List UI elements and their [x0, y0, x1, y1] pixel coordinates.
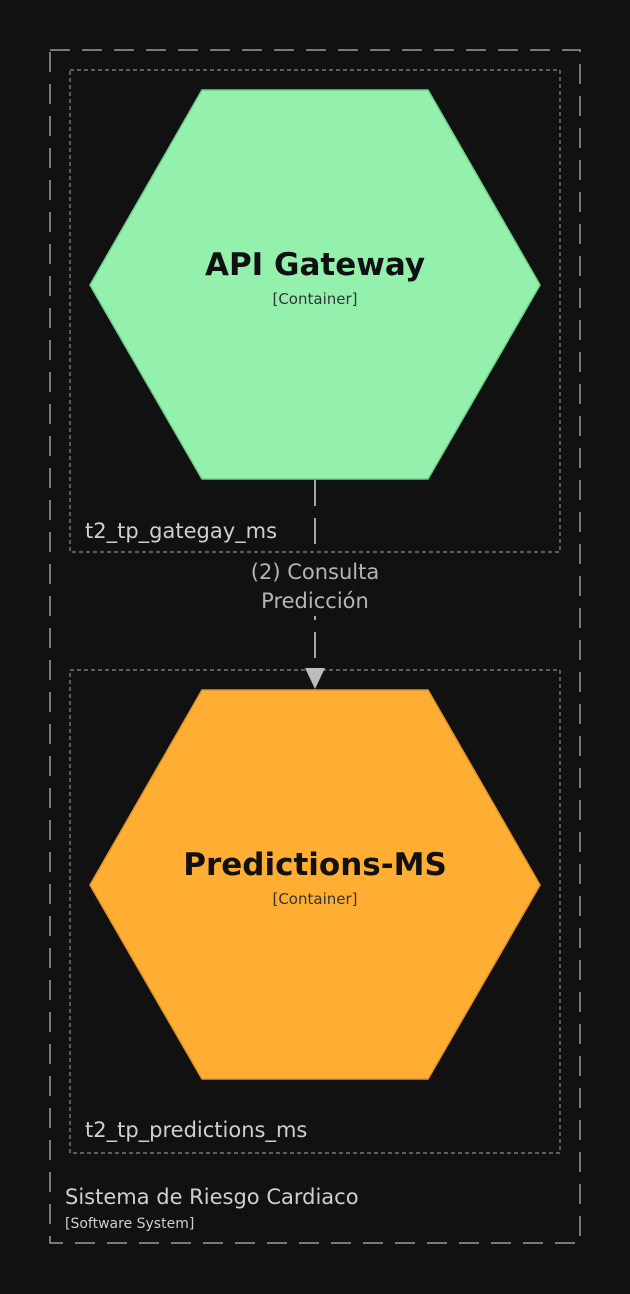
relationship-label-line1: (2) Consulta — [251, 560, 379, 584]
group-boundary-gateway — [69, 69, 561, 553]
api-gateway-type: [Container] — [272, 290, 357, 308]
relationship-label-line2: Predicción — [261, 589, 369, 613]
predictions-ms-container[interactable] — [89, 689, 541, 1080]
predictions-ms-type: [Container] — [272, 890, 357, 908]
system-name: Sistema de Riesgo Cardiaco — [65, 1185, 359, 1209]
group-label-predictions: t2_tp_predictions_ms — [85, 1118, 307, 1143]
relationship-arrowhead — [305, 668, 325, 689]
software-system-boundary — [49, 49, 581, 1244]
relationship-label-background — [240, 556, 390, 616]
api-gateway-name: API Gateway — [205, 247, 425, 283]
group-label-gateway: t2_tp_gategay_ms — [85, 519, 277, 544]
system-type: [Software System] — [65, 1216, 194, 1232]
api-gateway-container[interactable] — [89, 89, 541, 480]
predictions-ms-name: Predictions-MS — [183, 847, 447, 883]
